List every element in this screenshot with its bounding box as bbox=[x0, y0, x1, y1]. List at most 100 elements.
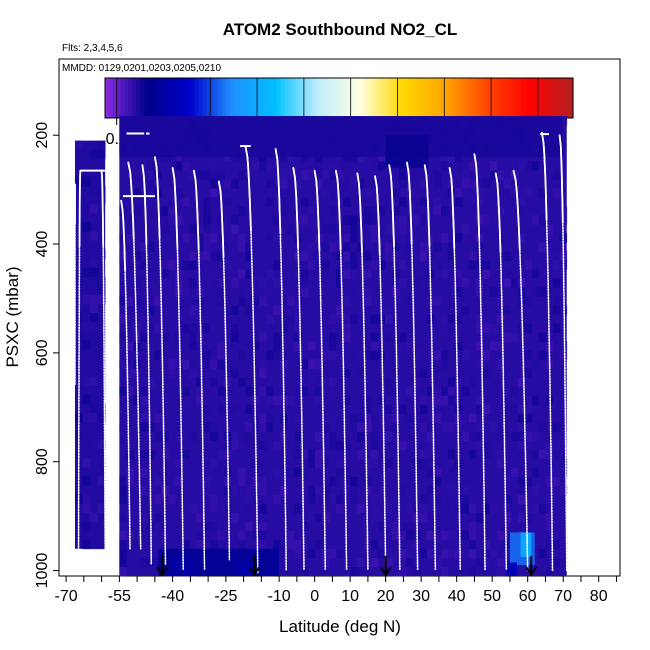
field-cell bbox=[440, 377, 449, 388]
field-cell bbox=[322, 485, 330, 496]
field-cell bbox=[454, 548, 463, 559]
field-cell bbox=[287, 170, 295, 180]
field-cell bbox=[482, 188, 491, 198]
field-cell bbox=[440, 530, 449, 541]
field-cell bbox=[238, 170, 246, 180]
field-cell bbox=[531, 395, 540, 406]
field-cell bbox=[461, 494, 470, 505]
field-cell bbox=[384, 332, 393, 342]
field-cell bbox=[210, 458, 218, 469]
field-cell bbox=[447, 323, 456, 333]
field-cell bbox=[168, 305, 176, 315]
field-cell bbox=[517, 377, 526, 388]
field-cell bbox=[510, 503, 519, 514]
field-cell bbox=[301, 521, 309, 532]
field-cell bbox=[371, 179, 379, 189]
field-cell bbox=[210, 161, 218, 171]
field-cell bbox=[405, 521, 414, 532]
field-cell bbox=[517, 476, 526, 487]
field-cell bbox=[82, 294, 91, 305]
field-cell bbox=[315, 179, 323, 189]
colorbar-swatch bbox=[495, 78, 500, 118]
field-cell bbox=[475, 278, 484, 288]
field-cell bbox=[440, 278, 449, 288]
field-cell bbox=[329, 314, 337, 324]
field-cell bbox=[217, 341, 225, 351]
field-cell bbox=[301, 215, 309, 225]
field-cell bbox=[350, 413, 358, 424]
field-cell bbox=[203, 251, 211, 261]
field-cell bbox=[287, 296, 295, 306]
field-cell bbox=[189, 341, 197, 351]
field-cell bbox=[433, 467, 442, 478]
field-cell bbox=[412, 404, 421, 415]
field-cell bbox=[245, 422, 253, 433]
field-cell bbox=[461, 485, 470, 496]
field-cell bbox=[496, 359, 505, 370]
field-cell bbox=[343, 215, 351, 225]
field-cell bbox=[238, 476, 246, 487]
field-cell bbox=[196, 233, 204, 243]
field-cell bbox=[531, 233, 540, 243]
field-cell bbox=[405, 296, 414, 306]
field-cell bbox=[364, 539, 372, 550]
field-cell bbox=[126, 440, 134, 451]
colorbar-swatch bbox=[155, 78, 161, 118]
field-cell bbox=[90, 485, 99, 495]
field-cell bbox=[82, 176, 91, 187]
field-cell bbox=[531, 215, 540, 225]
field-cell bbox=[454, 269, 463, 279]
field-cell bbox=[343, 566, 351, 577]
field-cell bbox=[524, 476, 533, 487]
field-cell bbox=[329, 431, 337, 442]
colorbar-swatch bbox=[225, 78, 231, 118]
field-cell bbox=[531, 431, 540, 442]
field-cell bbox=[301, 287, 309, 297]
field-cell bbox=[189, 251, 197, 261]
field-cell bbox=[154, 323, 162, 333]
field-cell bbox=[161, 206, 169, 216]
field-cell bbox=[203, 206, 211, 216]
field-cell bbox=[182, 359, 190, 370]
field-cell bbox=[364, 350, 372, 360]
field-cell bbox=[433, 269, 442, 279]
x-tick-label: 60 bbox=[519, 588, 537, 605]
field-cell bbox=[140, 386, 148, 397]
field-cell bbox=[329, 386, 337, 397]
field-cell bbox=[182, 161, 190, 171]
field-cell bbox=[97, 276, 106, 287]
field-cell bbox=[468, 539, 477, 550]
field-cell bbox=[475, 287, 484, 297]
field-cell bbox=[364, 314, 372, 324]
field-cell bbox=[405, 413, 414, 424]
field-cell bbox=[259, 422, 267, 433]
field-cell bbox=[238, 242, 246, 252]
field-cell bbox=[538, 449, 547, 460]
field-cell bbox=[545, 242, 554, 252]
field-cell bbox=[126, 467, 134, 478]
field-cell bbox=[168, 206, 176, 216]
field-cell bbox=[371, 206, 379, 216]
field-cell bbox=[454, 233, 463, 243]
field-cell bbox=[447, 422, 456, 433]
field-cell bbox=[182, 449, 190, 460]
colorbar-swatch bbox=[557, 78, 562, 118]
field-cell bbox=[203, 323, 211, 333]
field-cell bbox=[398, 548, 407, 559]
field-cell bbox=[301, 386, 309, 397]
field-cell bbox=[378, 449, 386, 460]
field-cell bbox=[343, 242, 351, 252]
field-cell bbox=[538, 215, 547, 225]
field-cell bbox=[482, 215, 491, 225]
field-cell bbox=[154, 296, 162, 306]
field-cell bbox=[329, 242, 337, 252]
field-cell bbox=[350, 179, 358, 189]
field-cell bbox=[203, 161, 211, 171]
field-enhancement bbox=[520, 532, 532, 557]
field-cell bbox=[343, 251, 351, 261]
field-cell bbox=[426, 467, 435, 478]
field-cell bbox=[545, 521, 554, 532]
colorbar-swatch bbox=[136, 78, 141, 118]
field-cell bbox=[545, 539, 554, 550]
field-cell bbox=[287, 539, 295, 550]
